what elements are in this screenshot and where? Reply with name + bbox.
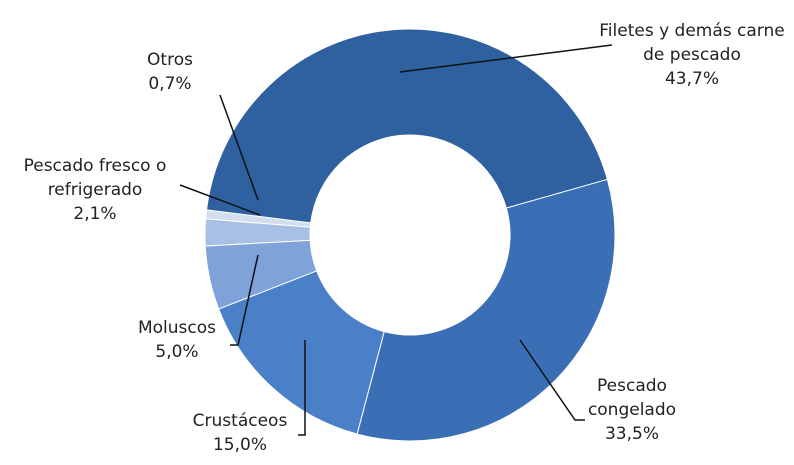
leader-line [519, 339, 585, 421]
value-label: 33,5% [604, 424, 659, 444]
category-label: Pescado congelado [587, 376, 677, 420]
slice [204, 239, 318, 310]
leader-lines [179, 44, 613, 436]
category-label: Crustáceos [192, 411, 288, 431]
leader-line [298, 340, 306, 436]
slice-label: Filetes y demás carne de pescado 43,7% [592, 19, 792, 91]
leader-line [230, 254, 259, 346]
category-label: Filetes y demás carne de pescado [599, 21, 785, 65]
slice-label: Pescado fresco o refrigerado 2,1% [0, 154, 190, 226]
slice [356, 178, 616, 442]
value-label: 43,7% [664, 69, 719, 89]
slice-label: Moluscos 5,0% [117, 316, 237, 364]
slice [218, 270, 385, 435]
value-label: 5,0% [155, 342, 199, 362]
leader-line [179, 184, 261, 216]
slice-label: Pescado congelado 33,5% [572, 374, 692, 446]
value-label: 15,0% [212, 435, 267, 455]
leader-line [219, 94, 259, 201]
value-label: 0,7% [148, 74, 192, 94]
leader-line [399, 44, 613, 73]
slice [204, 218, 311, 247]
slice-label: Crustáceos 15,0% [170, 409, 310, 457]
slice [205, 28, 608, 224]
category-label: Moluscos [137, 318, 217, 338]
category-label: Pescado fresco o refrigerado [23, 156, 167, 200]
category-label: Otros [147, 50, 193, 70]
value-label: 2,1% [73, 204, 117, 224]
slice-label: Otros 0,7% [120, 48, 220, 96]
